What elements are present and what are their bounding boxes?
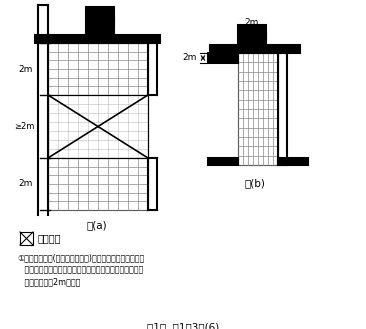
Bar bbox=[48, 158, 148, 210]
Text: 連續之陽台時，以沿接外牆設置為原則，且對側之陽台外: 連續之陽台時，以沿接外牆設置為原則，且對側之陽台外 bbox=[17, 265, 143, 274]
Bar bbox=[210, 45, 300, 53]
Bar bbox=[35, 35, 160, 43]
Bar bbox=[48, 95, 148, 158]
Bar bbox=[238, 53, 278, 165]
Text: 2m: 2m bbox=[19, 180, 33, 189]
Text: ①同一住宅單位(或其他使用單位)，在其外牆之陰角處設置: ①同一住宅單位(或其他使用單位)，在其外牆之陰角處設置 bbox=[17, 253, 144, 262]
Text: ≥2m: ≥2m bbox=[14, 122, 34, 131]
Bar bbox=[278, 158, 308, 165]
Bar bbox=[86, 7, 114, 35]
Text: 第1條  圖1－3－(6): 第1條 圖1－3－(6) bbox=[147, 322, 219, 329]
Text: 圖(a): 圖(a) bbox=[87, 220, 107, 230]
Text: 不做陽台: 不做陽台 bbox=[38, 234, 61, 243]
Text: 2m: 2m bbox=[183, 54, 197, 63]
Text: 2m: 2m bbox=[93, 6, 107, 15]
Bar bbox=[20, 232, 33, 245]
Bar bbox=[238, 25, 266, 45]
Text: 圖(b): 圖(b) bbox=[244, 178, 265, 188]
Text: 2m: 2m bbox=[245, 18, 259, 27]
Text: 2m: 2m bbox=[19, 64, 33, 73]
Bar bbox=[208, 53, 238, 63]
Bar bbox=[208, 158, 238, 165]
Bar bbox=[48, 43, 148, 95]
Text: 緣至少應相距2m以上。: 緣至少應相距2m以上。 bbox=[17, 277, 81, 286]
Bar bbox=[48, 95, 148, 158]
